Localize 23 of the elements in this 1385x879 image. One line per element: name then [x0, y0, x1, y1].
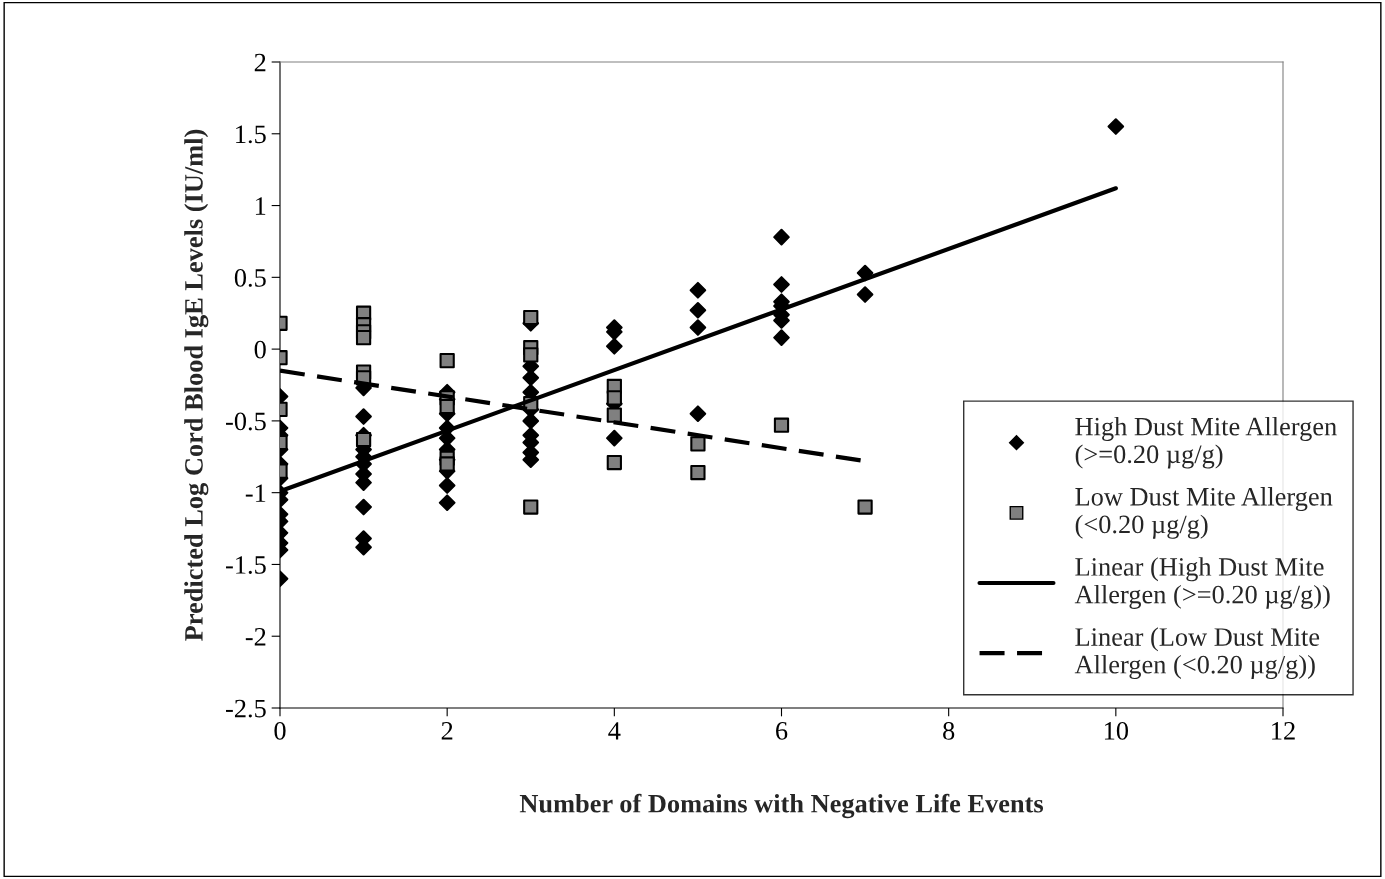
- y-tick-label: -1: [245, 484, 266, 502]
- x-tick-label: 4: [608, 722, 621, 740]
- x-tick-label: 8: [943, 721, 955, 740]
- y-axis-title: Predicted Log Cord Blood IgE Levels (IU/ml): [184, 129, 209, 641]
- y-tick-label: 1.5: [236, 125, 266, 144]
- x-tick-label: 0: [274, 721, 286, 740]
- x-tick-label: 12: [1272, 722, 1295, 740]
- y-tick-label: 0: [254, 340, 266, 359]
- legend-label: Linear (Low Dust Mite Allergen (<0.20 µg/g)): [1074, 627, 1320, 679]
- y-tick-label: 0.5: [234, 268, 266, 287]
- x-tick-label: 10: [1104, 721, 1129, 740]
- x-tick-label: 2: [441, 722, 453, 740]
- legend-label: Linear (High Dust Mite Allergen (>=0.20 µg/g)): [1074, 557, 1330, 609]
- y-tick-label: -1.5: [226, 556, 266, 574]
- legend-label: Low Dust Mite Allergen (<0.20 µg/g): [1075, 487, 1333, 539]
- y-tick-label: -2.5: [226, 699, 266, 718]
- y-tick-label: -0.5: [226, 412, 266, 431]
- y-tick-label: 2: [254, 53, 266, 72]
- legend-label: High Dust Mite Allergen (>=0.20 µg/g): [1075, 416, 1337, 469]
- y-tick-label: -2: [245, 627, 266, 646]
- y-tick-label: 1: [255, 197, 266, 215]
- x-axis-title: Number of Domains with Negative Life Events: [519, 793, 1044, 819]
- x-tick-label: 6: [776, 722, 788, 740]
